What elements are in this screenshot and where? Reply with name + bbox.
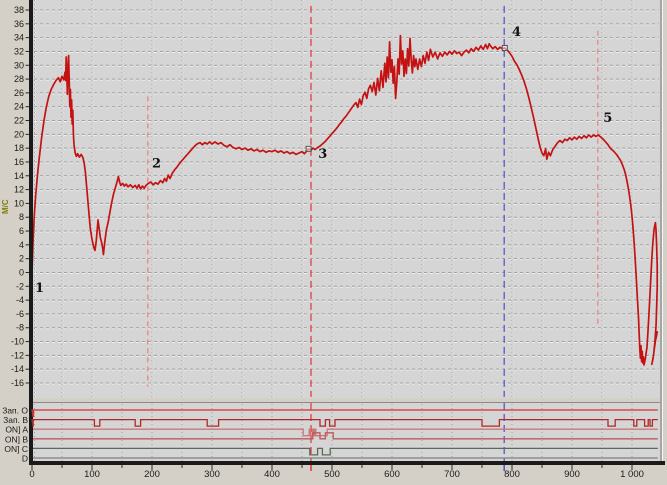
curve-point-marker[interactable] (305, 145, 312, 152)
y-tick-label: 18 (14, 143, 24, 153)
digital-trace (33, 428, 658, 437)
digital-channel-label: ON] A (5, 425, 28, 435)
y-tick-label: 34 (14, 33, 24, 43)
plot-area[interactable] (33, 0, 660, 398)
y-tick-label: 24 (14, 102, 24, 112)
y-tick-label: 8 (19, 212, 24, 222)
x-tick-label: 700 (444, 469, 460, 480)
digital-trace (33, 432, 658, 440)
digital-channel-label: D (22, 454, 28, 464)
x-tick-label: 800 (504, 469, 520, 480)
x-tick-label: 200 (144, 469, 160, 480)
digital-channel-label: Зап. О (2, 406, 28, 416)
y-tick-label: 10 (14, 198, 24, 208)
y-tick-label: 6 (19, 226, 24, 236)
y-tick-label: 16 (14, 157, 24, 167)
x-axis-spine (29, 461, 665, 465)
analog-trace-curve (31, 34, 659, 366)
x-tick-label: 0 (29, 469, 34, 480)
y-tick-label: 30 (14, 60, 24, 70)
annotation-number: 1 (35, 281, 44, 296)
y-tick-label: -2 (16, 281, 24, 291)
y-tick-label: -6 (16, 309, 24, 319)
y-tick-label: 36 (14, 19, 24, 29)
x-tick-label: 900 (564, 469, 580, 480)
y-tick-label: 26 (14, 88, 24, 98)
y-tick-label: 32 (14, 46, 24, 56)
y-axis-title: М/С (1, 199, 10, 214)
y-tick-label: 20 (14, 129, 24, 139)
digital-trace (31, 418, 658, 427)
x-tick-label: 1 000 (620, 469, 644, 480)
x-tick-label: 500 (324, 469, 340, 480)
y-tick-label: 2 (19, 254, 24, 264)
annotation-number: 2 (152, 156, 161, 171)
x-tick-label: 600 (384, 469, 400, 480)
annotation-number: 5 (603, 111, 612, 126)
x-tick-label: 100 (84, 469, 100, 480)
digital-trace (33, 447, 658, 456)
y-tick-label: 38 (14, 5, 24, 15)
x-tick-label: 400 (264, 469, 280, 480)
y-tick-label: 14 (14, 171, 24, 181)
digital-channel-label: Зап. В (3, 415, 28, 425)
digital-trace (31, 409, 658, 418)
y-tick-label: -16 (11, 378, 24, 388)
x-tick-label: 300 (204, 469, 220, 480)
y-tick-label: 0 (19, 267, 24, 277)
y-tick-label: 4 (19, 240, 24, 250)
y-tick-label: 22 (14, 116, 24, 126)
digital-panel-area[interactable] (33, 403, 660, 461)
y-tick-label: -12 (11, 350, 24, 360)
y-tick-label: -10 (11, 337, 24, 347)
y-tick-label: -4 (16, 295, 24, 305)
annotation-number: 3 (318, 147, 327, 162)
y-axis-spine (29, 0, 33, 465)
annotation-number: 4 (512, 25, 521, 40)
y-tick-label: 28 (14, 74, 24, 84)
y-tick-label: 12 (14, 185, 24, 195)
digital-channel-label: ON] C (4, 444, 28, 454)
y-tick-label: -14 (11, 364, 24, 374)
curve-point-marker[interactable] (501, 44, 508, 51)
y-tick-label: -8 (16, 323, 24, 333)
digital-channel-label: ON] B (5, 434, 28, 444)
